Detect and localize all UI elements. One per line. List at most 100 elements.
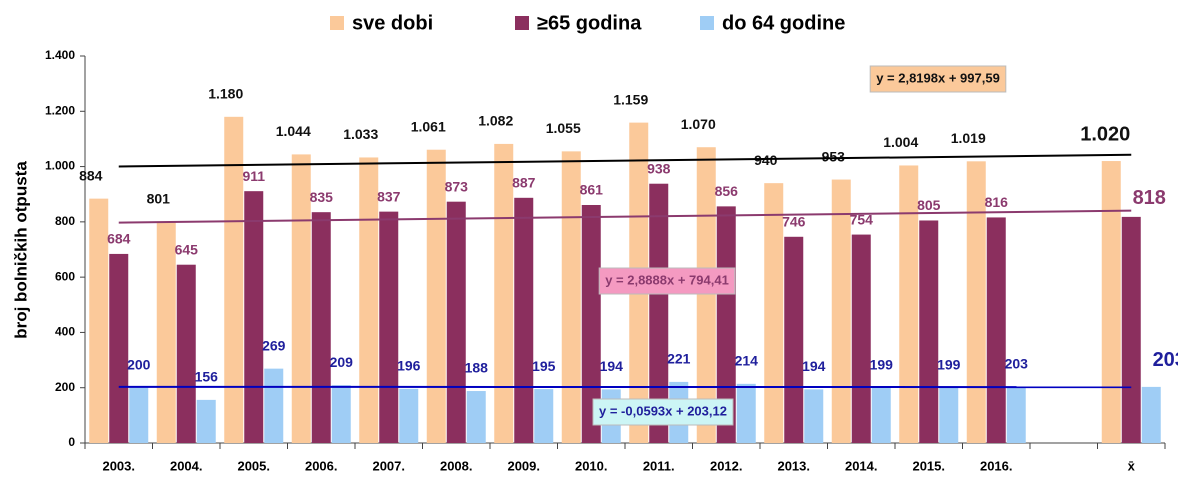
data-label: 1.044 xyxy=(276,123,311,139)
data-label: 746 xyxy=(782,213,806,229)
bar xyxy=(224,116,244,444)
legend-label: ≥65 godina xyxy=(537,12,642,34)
bar xyxy=(1101,161,1121,444)
bar xyxy=(196,399,216,443)
x-tick-label: x̄ xyxy=(1128,458,1136,473)
y-tick-label: 200 xyxy=(55,380,75,394)
x-tick-label: 2010. xyxy=(575,458,608,473)
bar xyxy=(129,387,149,443)
x-tick-label: 2007. xyxy=(372,458,405,473)
data-label: 861 xyxy=(580,182,604,198)
data-label: 188 xyxy=(465,360,489,376)
bar xyxy=(581,204,601,443)
bar xyxy=(1141,386,1161,443)
legend-swatch xyxy=(330,16,344,30)
bar xyxy=(649,183,669,443)
bar xyxy=(1121,216,1141,443)
data-label: 203 xyxy=(1153,349,1178,371)
equation-label: y = 2,8198x + 997,59 xyxy=(876,70,1000,85)
bar xyxy=(244,191,264,443)
bar xyxy=(716,206,736,443)
bar xyxy=(764,183,784,443)
data-label: 801 xyxy=(147,190,171,206)
data-label: 199 xyxy=(937,357,961,373)
legend-label: do 64 godine xyxy=(722,12,845,34)
bar xyxy=(736,383,756,443)
equation-box xyxy=(592,398,734,426)
data-label: 221 xyxy=(667,351,691,367)
bar xyxy=(939,387,959,443)
bar xyxy=(466,391,486,443)
data-label: 194 xyxy=(802,358,826,374)
data-label: 805 xyxy=(917,197,941,213)
bar xyxy=(1006,386,1026,443)
data-label: 1.070 xyxy=(681,116,716,132)
bar xyxy=(109,253,129,443)
x-tick-label: 2015. xyxy=(912,458,945,473)
data-label: 209 xyxy=(330,354,354,370)
legend-swatch xyxy=(515,16,529,30)
data-label: 818 xyxy=(1133,187,1166,209)
data-label: 887 xyxy=(512,175,536,191)
bar xyxy=(514,197,534,443)
x-tick-label: 2006. xyxy=(305,458,338,473)
data-label: 684 xyxy=(107,231,131,247)
bar xyxy=(696,147,716,443)
y-axis-title: broj bolničkih otpusta xyxy=(11,161,30,339)
equation-label: y = -0,0593x + 203,12 xyxy=(599,403,727,418)
legend-label: sve dobi xyxy=(352,12,433,34)
y-tick-label: 800 xyxy=(55,214,75,228)
data-label: 911 xyxy=(242,168,265,184)
bar xyxy=(264,368,284,443)
data-label: 884 xyxy=(79,167,103,183)
bar xyxy=(291,154,311,443)
data-label: 1.082 xyxy=(478,113,513,129)
bar xyxy=(851,234,871,443)
bar xyxy=(176,264,196,443)
data-label: 754 xyxy=(850,211,874,227)
equation-box xyxy=(869,65,1007,93)
data-label: 1.004 xyxy=(883,134,918,150)
trendline xyxy=(118,209,1132,224)
data-label: 200 xyxy=(127,356,151,372)
x-tick-label: 2004. xyxy=(170,458,203,473)
data-label: 938 xyxy=(647,160,671,176)
data-label: 873 xyxy=(445,178,469,194)
x-tick-label: 2012. xyxy=(710,458,743,473)
y-tick-label: 600 xyxy=(55,269,75,283)
x-tick-label: 2011. xyxy=(643,458,675,473)
bar xyxy=(534,389,554,443)
legend-swatch xyxy=(700,16,714,30)
bar xyxy=(561,151,581,443)
y-tick-label: 1.000 xyxy=(45,159,75,173)
y-tick-label: 1.200 xyxy=(45,103,75,117)
bar xyxy=(89,198,109,443)
data-label: 214 xyxy=(735,353,759,369)
bar xyxy=(331,385,351,443)
data-label: 1.180 xyxy=(208,86,243,102)
bar xyxy=(986,217,1006,443)
data-label: 1.055 xyxy=(546,120,581,136)
data-label: 196 xyxy=(397,358,421,374)
data-label: 1.020 xyxy=(1080,123,1130,145)
x-tick-label: 2013. xyxy=(777,458,810,473)
bar xyxy=(966,161,986,444)
equation-label: y = 2,8888x + 794,41 xyxy=(605,272,729,287)
data-label: 203 xyxy=(1005,356,1029,372)
trendline xyxy=(118,153,1132,168)
data-label: 269 xyxy=(262,337,286,353)
bar xyxy=(359,157,379,443)
y-tick-label: 0 xyxy=(68,435,75,449)
bar xyxy=(156,221,176,443)
data-label: 1.033 xyxy=(343,126,378,142)
bar xyxy=(831,179,851,443)
bar xyxy=(804,389,824,443)
bar xyxy=(494,143,514,443)
data-label: 816 xyxy=(985,194,1009,210)
bar xyxy=(446,201,466,443)
data-label: 837 xyxy=(377,188,401,204)
data-label: 1.019 xyxy=(951,130,986,146)
bar xyxy=(784,236,804,443)
bar xyxy=(899,165,919,444)
